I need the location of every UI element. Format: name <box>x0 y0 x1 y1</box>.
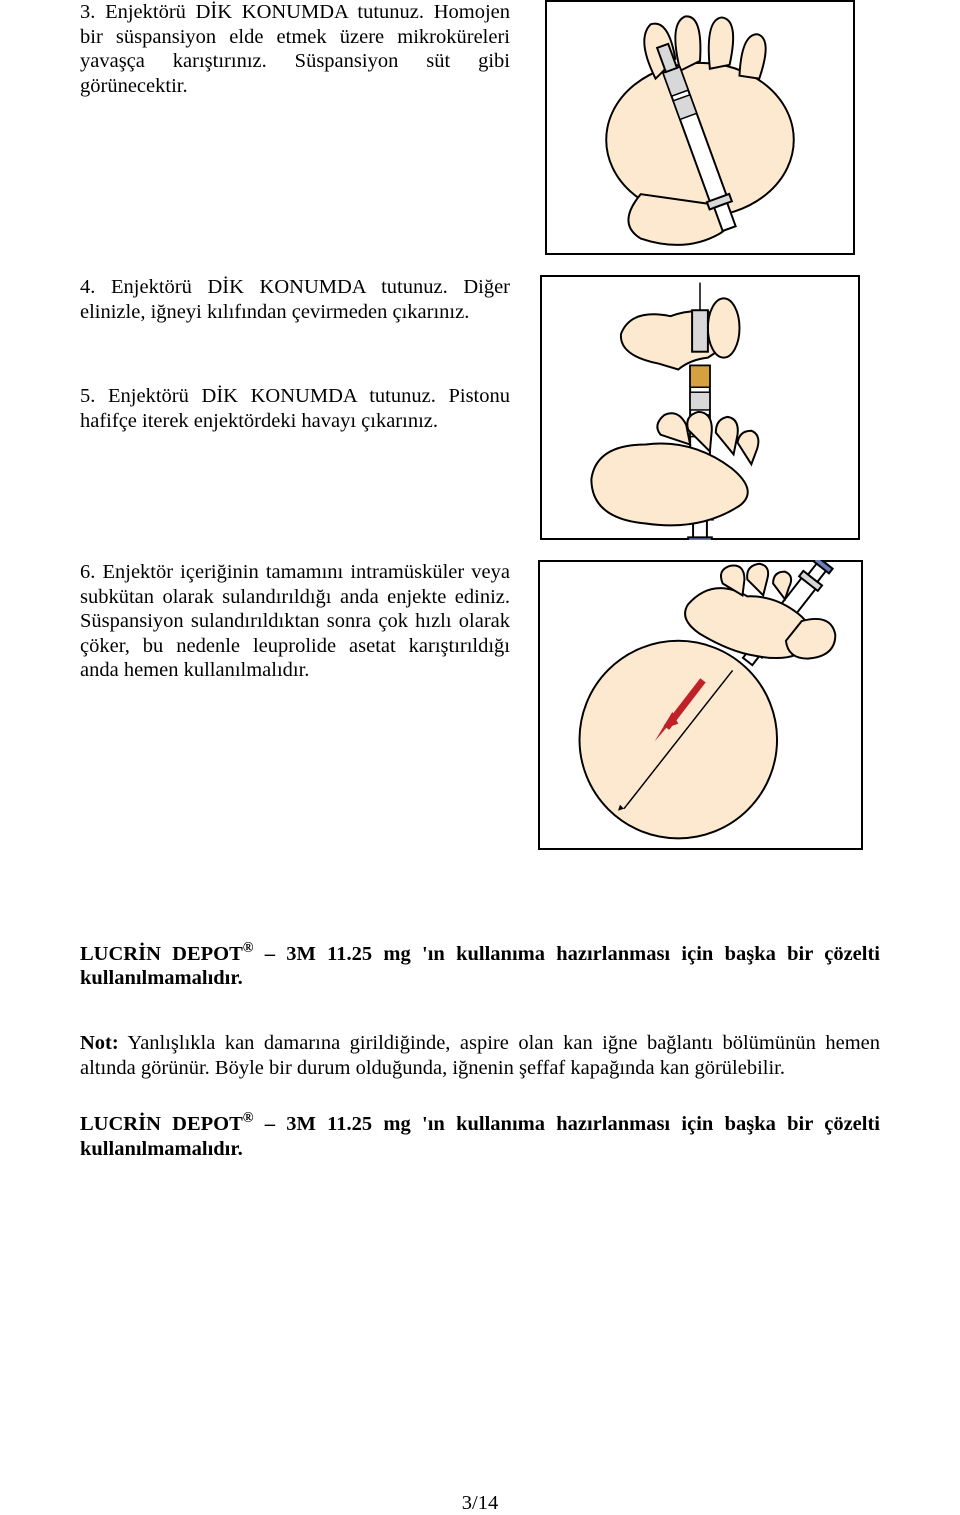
step-3-body: Enjektörü DİK KONUMDA tutunuz. Homojen b… <box>80 1 510 97</box>
step-6-row: 6. Enjektör içeriğinin tamamını intramüs… <box>80 560 880 850</box>
document-page: 3. Enjektörü DİK KONUMDA tutunuz. Homoje… <box>0 0 960 1515</box>
step-4-figure-col <box>520 275 880 540</box>
page-number: 3/14 <box>462 1492 498 1514</box>
reg-mark-2: ® <box>243 1110 254 1126</box>
note-text: Yanlışlıkla kan damarına girildiğinde, a… <box>80 1032 880 1079</box>
reg-mark-1: ® <box>243 940 254 956</box>
brand-name-1: LUCRİN DEPOT <box>80 943 243 965</box>
injection-skin-icon <box>540 560 861 850</box>
step-4-5-text: 4. Enjektörü DİK KONUMDA tutunuz. Diğer … <box>80 275 520 433</box>
step-6-body: Enjektör içeriğinin tamamını intramüskül… <box>80 561 510 681</box>
step-4-body: Enjektörü DİK KONUMDA tutunuz. Diğer eli… <box>80 276 510 323</box>
note-paragraph: Not: Yanlışlıkla kan damarına girildiğin… <box>80 1031 880 1080</box>
step-6-text: 6. Enjektör içeriğinin tamamını intramüs… <box>80 560 520 683</box>
step-4-illustration <box>540 275 860 540</box>
product-warning-1: LUCRİN DEPOT® – 3M 11.25 mg 'ın kullanım… <box>80 940 880 991</box>
brand-name-2: LUCRİN DEPOT <box>80 1113 243 1135</box>
note-label: Not: <box>80 1032 119 1054</box>
step-6-illustration <box>538 560 863 850</box>
hand-syringe-icon <box>547 0 853 255</box>
step-3-text: 3. Enjektörü DİK KONUMDA tutunuz. Homoje… <box>80 0 520 98</box>
step-6-figure-col <box>520 560 880 850</box>
step-4-num: 4. <box>80 276 95 298</box>
two-hands-needle-cap-icon <box>542 275 858 540</box>
step-4-5-row: 4. Enjektörü DİK KONUMDA tutunuz. Diğer … <box>80 275 880 540</box>
product-warning-2: LUCRİN DEPOT® – 3M 11.25 mg 'ın kullanım… <box>80 1110 880 1161</box>
step-5-num: 5. <box>80 385 95 407</box>
step-3-illustration <box>545 0 855 255</box>
step-5-body: Enjektörü DİK KONUMDA tutunuz. Pistonu h… <box>80 385 510 432</box>
step-3-row: 3. Enjektörü DİK KONUMDA tutunuz. Homoje… <box>80 0 880 255</box>
step-3-figure-col <box>520 0 880 255</box>
page-footer: 3/14 <box>0 1492 960 1515</box>
step-3-num: 3. <box>80 1 95 23</box>
step-6-num: 6. <box>80 561 95 583</box>
